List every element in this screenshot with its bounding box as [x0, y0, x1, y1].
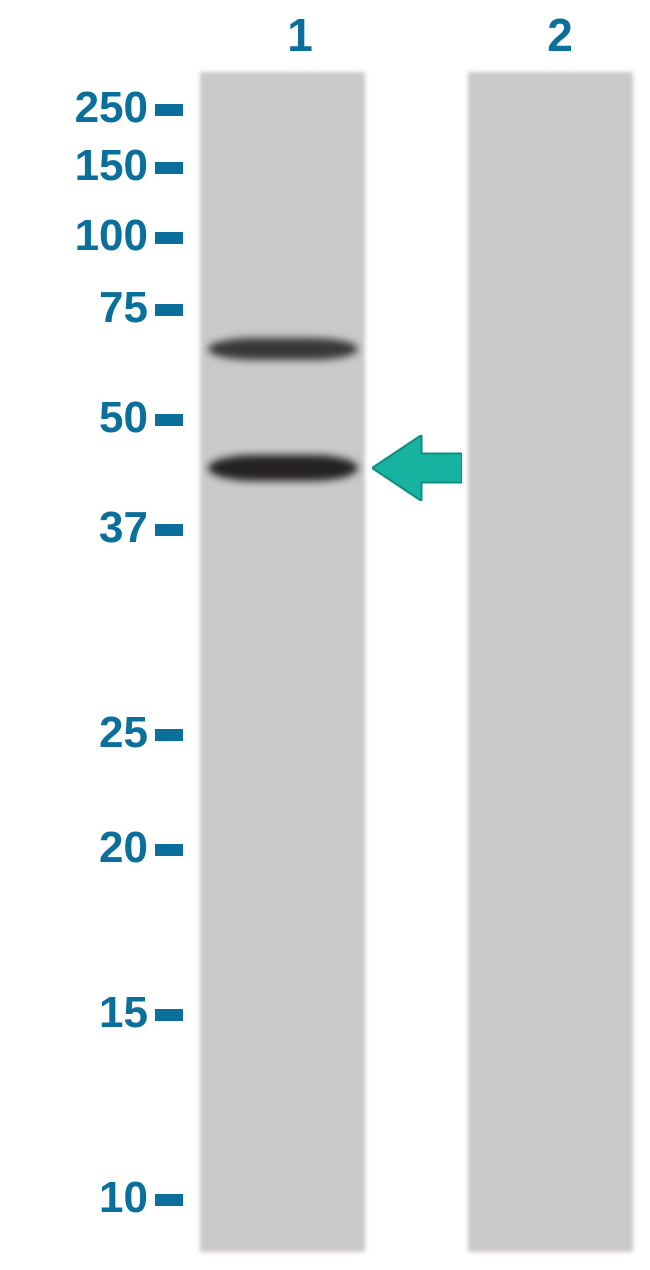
mw-tick-75	[155, 304, 183, 316]
mw-label-20: 20	[8, 823, 148, 873]
western-blot-figure: 1 2 250 150 100 75 50 37 25 20 15 10	[0, 0, 650, 1270]
mw-tick-37	[155, 524, 183, 536]
mw-tick-25	[155, 729, 183, 741]
mw-label-150: 150	[8, 141, 148, 191]
mw-label-37: 37	[8, 503, 148, 553]
mw-label-15: 15	[8, 988, 148, 1038]
mw-tick-20	[155, 844, 183, 856]
mw-label-75: 75	[8, 283, 148, 333]
mw-label-10: 10	[8, 1173, 148, 1223]
band-lane1-1	[208, 338, 358, 360]
mw-label-100: 100	[8, 211, 148, 261]
lane-2	[468, 72, 633, 1252]
mw-label-25: 25	[8, 708, 148, 758]
mw-tick-15	[155, 1009, 183, 1021]
mw-tick-50	[155, 414, 183, 426]
mw-tick-150	[155, 162, 183, 174]
lane-1	[200, 72, 365, 1252]
mw-label-250: 250	[8, 83, 148, 133]
lane-header-2: 2	[530, 8, 590, 62]
mw-tick-250	[155, 104, 183, 116]
mw-label-50: 50	[8, 393, 148, 443]
band-lane1-2	[208, 455, 358, 481]
mw-tick-10	[155, 1194, 183, 1206]
mw-tick-100	[155, 232, 183, 244]
lane-header-1: 1	[270, 8, 330, 62]
target-band-arrow-icon	[372, 435, 462, 501]
